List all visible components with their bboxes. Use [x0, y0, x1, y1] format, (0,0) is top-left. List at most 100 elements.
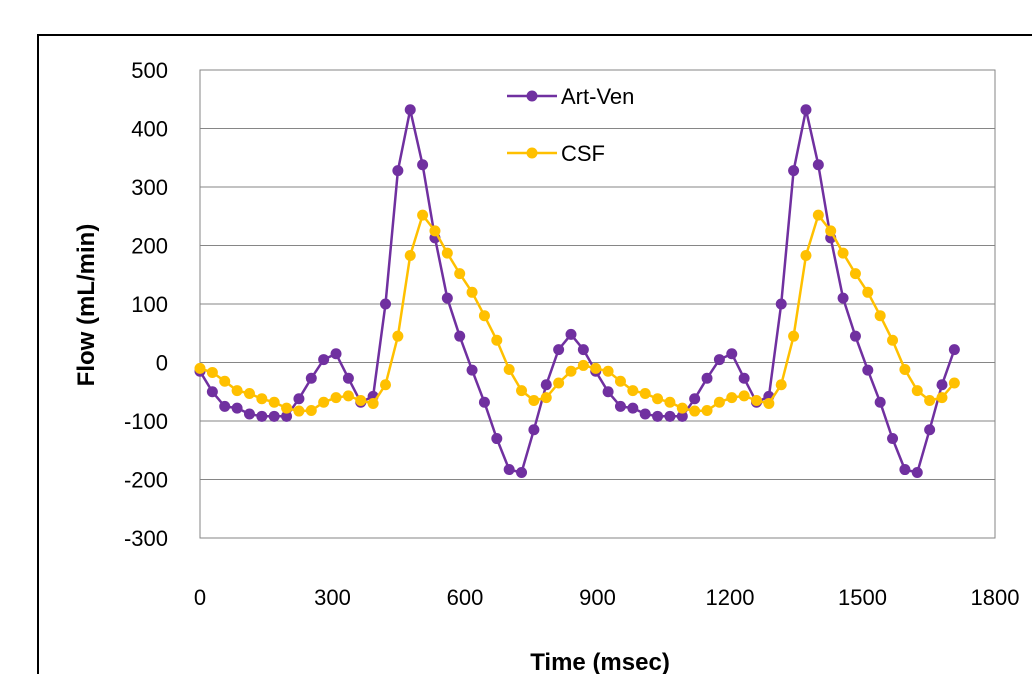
data-point-art-ven [948, 344, 960, 356]
data-point-csf [763, 397, 775, 409]
data-point-art-ven [701, 372, 713, 384]
data-point-csf [849, 268, 861, 280]
data-point-csf [454, 268, 466, 280]
series-group [194, 104, 960, 478]
data-point-csf [936, 392, 948, 404]
y-tick-label: -200 [124, 468, 168, 493]
data-point-art-ven [639, 408, 651, 420]
data-point-csf [899, 364, 911, 376]
data-point-csf [812, 209, 824, 221]
data-point-art-ven [788, 165, 800, 177]
data-point-art-ven [516, 466, 528, 478]
data-point-art-ven [874, 396, 886, 408]
data-point-art-ven [243, 408, 255, 420]
data-point-art-ven [305, 372, 317, 384]
data-point-art-ven [478, 396, 490, 408]
data-point-csf [948, 377, 960, 389]
data-point-csf [330, 392, 342, 404]
data-point-csf [441, 247, 453, 259]
legend-item-csf: CSF [507, 141, 605, 166]
data-point-csf [911, 385, 923, 397]
data-point-csf [701, 404, 713, 416]
x-tick-label: 0 [194, 585, 206, 610]
x-tick-labels: 0 300 600 900 1200 1500 1800 [194, 585, 1020, 610]
y-tick-labels: 500 400 300 200 100 0 -100 -200 -300 [124, 58, 168, 551]
data-point-csf [553, 377, 565, 389]
data-point-csf [355, 395, 367, 407]
data-point-csf [231, 385, 243, 397]
data-point-art-ven [924, 424, 936, 436]
data-point-csf [788, 330, 800, 342]
y-tick-label: -100 [124, 409, 168, 434]
data-point-art-ven [614, 400, 626, 412]
data-point-art-ven [775, 298, 787, 310]
y-tick-label: -300 [124, 526, 168, 551]
plot-area [199, 69, 996, 539]
data-point-art-ven [454, 330, 466, 342]
data-point-csf [404, 249, 416, 261]
data-point-csf [874, 310, 886, 322]
data-point-art-ven [540, 379, 552, 391]
data-point-art-ven [318, 354, 330, 366]
y-tick-label: 100 [131, 292, 168, 317]
data-point-csf [194, 362, 206, 374]
data-point-csf [342, 390, 354, 402]
data-point-art-ven [664, 410, 676, 422]
data-point-art-ven [676, 410, 688, 422]
data-point-csf [478, 310, 490, 322]
data-point-csf [924, 395, 936, 407]
legend-marker-csf [526, 147, 538, 159]
data-point-art-ven [738, 372, 750, 384]
data-point-csf [417, 209, 429, 221]
x-tick-label: 1200 [706, 585, 755, 610]
data-point-art-ven [713, 354, 725, 366]
data-point-art-ven [936, 379, 948, 391]
x-tick-label: 600 [447, 585, 484, 610]
y-tick-label: 0 [156, 351, 168, 376]
data-point-csf [713, 396, 725, 408]
data-point-art-ven [577, 344, 589, 356]
data-point-art-ven [911, 466, 923, 478]
data-point-art-ven [231, 402, 243, 414]
data-point-csf [219, 375, 231, 387]
data-point-art-ven [812, 159, 824, 171]
data-point-art-ven [417, 159, 429, 171]
data-point-art-ven [466, 364, 478, 376]
data-point-art-ven [553, 344, 565, 356]
data-point-csf [380, 379, 391, 391]
data-point-art-ven [849, 330, 861, 342]
y-tick-label: 500 [131, 58, 168, 83]
data-point-csf [540, 392, 552, 404]
legend: Art-Ven CSF [507, 84, 634, 166]
y-tick-label: 300 [131, 175, 168, 200]
data-point-csf [516, 385, 528, 397]
data-point-csf [639, 388, 651, 400]
data-point-csf [305, 404, 317, 416]
x-axis-title: Time (msec) [530, 649, 670, 674]
legend-label-art-ven: Art-Ven [561, 84, 634, 109]
data-point-csf [256, 393, 268, 405]
data-point-csf [429, 225, 441, 237]
data-point-csf [268, 396, 280, 408]
legend-marker-art-ven [526, 90, 538, 102]
data-point-art-ven [342, 372, 354, 384]
data-point-csf [367, 397, 379, 409]
data-point-art-ven [281, 410, 293, 422]
data-point-art-ven [503, 464, 515, 476]
data-point-csf [528, 395, 540, 407]
chart-border [37, 34, 1032, 674]
data-point-art-ven [652, 410, 664, 422]
data-point-csf [318, 396, 330, 408]
x-tick-label: 300 [314, 585, 351, 610]
data-point-art-ven [689, 393, 701, 405]
data-point-art-ven [887, 433, 899, 445]
data-point-art-ven [380, 298, 391, 310]
data-point-csf [726, 392, 738, 404]
series-csf [194, 209, 960, 417]
data-point-csf [676, 402, 688, 414]
data-point-csf [825, 225, 837, 237]
data-point-art-ven [800, 104, 812, 116]
data-point-csf [565, 365, 577, 377]
data-point-art-ven [565, 328, 577, 340]
data-point-csf [466, 286, 478, 298]
